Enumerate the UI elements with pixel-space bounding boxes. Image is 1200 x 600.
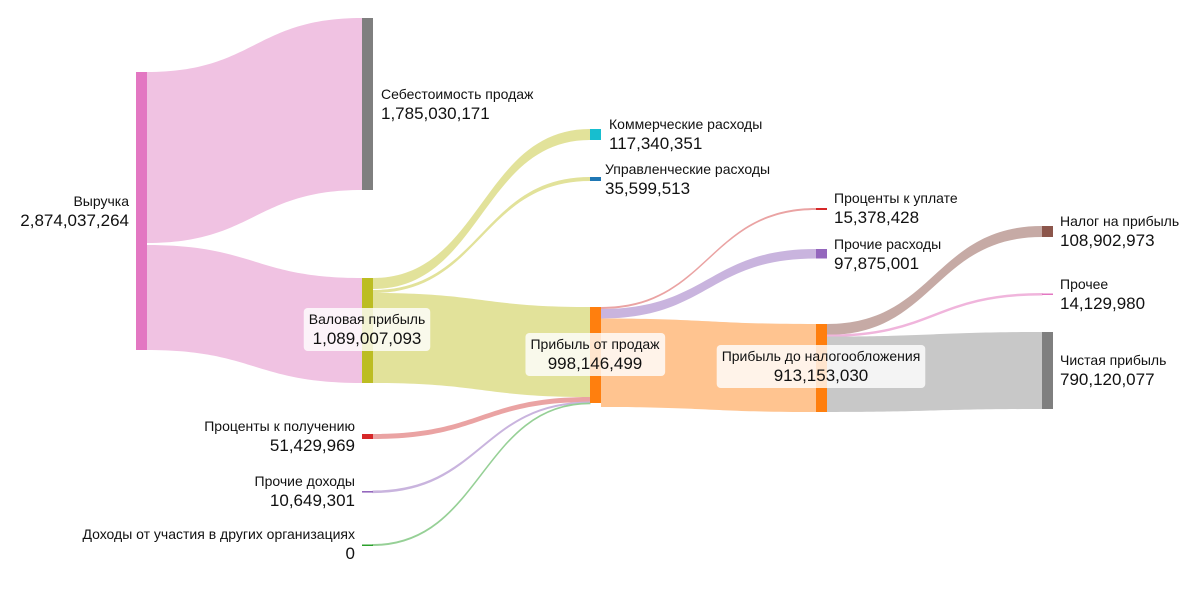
node-value-other_exp: 97,875,001 [834,254,919,273]
node-value-ebt: 913,153,030 [774,366,869,385]
node-participation [362,544,373,546]
labels-layer: Выручка 2,874,037,264 Себестоимость продаж… [20,86,1179,563]
label-participation: Доходы от участия в других организациях 0 [82,526,355,563]
label-other_exp: Прочие расходы 97,875,001 [834,236,941,273]
node-cogs [362,18,373,190]
node-name-other_inc: Прочие доходы [255,473,355,489]
label-box-gross [303,308,431,351]
node-revenue [136,72,147,350]
node-value-net: 790,120,077 [1060,370,1155,389]
node-value-int_recv: 51,429,969 [270,436,355,455]
label-box-ebt [716,345,926,388]
node-name-admin: Управленческие расходы [605,161,770,177]
node-int_pay [816,208,827,210]
link-gross-to-admin [373,177,590,293]
node-other_exp [816,249,827,259]
label-int_recv: Проценты к получению 51,429,969 [204,418,355,455]
link-ebt-to-tax [827,226,1042,335]
node-name-ebt: Прибыль до налогообложения [722,348,921,364]
node-value-other: 14,129,980 [1060,294,1145,313]
node-name-net: Чистая прибыль [1060,352,1166,368]
node-net [1042,332,1053,409]
node-name-participation: Доходы от участия в других организациях [82,526,355,542]
node-name-sales_profit: Прибыль от продаж [530,336,660,352]
node-name-other: Прочее [1060,276,1108,292]
node-admin [590,177,601,181]
node-value-other_inc: 10,649,301 [270,491,355,510]
label-tax: Налог на прибыль 108,902,973 [1060,213,1179,250]
link-int_recv-to-sales_profit [373,397,590,439]
node-value-commercial: 117,340,351 [609,134,702,153]
link-sales_profit-to-other_exp [601,249,816,319]
link-sales_profit-to-int_pay [601,208,816,309]
node-value-revenue: 2,874,037,264 [20,211,129,230]
node-name-commercial: Коммерческие расходы [609,116,762,132]
node-name-int_recv: Проценты к получению [204,418,355,434]
label-sales_profit: Прибыль от продаж 998,146,499 [525,333,666,376]
label-other_inc: Прочие доходы 10,649,301 [255,473,355,510]
node-name-cogs: Себестоимость продаж [381,86,534,102]
node-value-tax: 108,902,973 [1060,231,1155,250]
node-name-gross: Валовая прибыль [309,311,426,327]
link-participation-to-sales_profit [372,402,591,547]
label-net: Чистая прибыль 790,120,077 [1060,352,1166,389]
label-ebt: Прибыль до налогообложения 913,153,030 [716,345,926,388]
label-other: Прочее 14,129,980 [1060,276,1145,313]
label-int_pay: Проценты к уплате 15,378,428 [834,190,958,227]
link-revenue-to-cogs [147,18,362,243]
node-tax [1042,226,1053,237]
links-layer [147,18,1043,547]
node-name-int_pay: Проценты к уплате [834,190,958,206]
link-gross-to-commercial [373,129,590,289]
node-value-sales_profit: 998,146,499 [548,354,643,373]
node-value-admin: 35,599,513 [605,179,690,198]
node-commercial [590,129,601,140]
node-int_recv [362,434,373,439]
label-box-sales_profit [525,333,666,376]
label-admin: Управленческие расходы 35,599,513 [605,161,770,198]
node-value-cogs: 1,785,030,171 [381,104,490,123]
node-name-other_exp: Прочие расходы [834,236,941,252]
label-revenue: Выручка 2,874,037,264 [20,193,129,230]
label-cogs: Себестоимость продаж 1,785,030,171 [381,86,534,123]
node-value-participation: 0 [346,544,355,563]
node-value-gross: 1,089,007,093 [313,329,422,348]
label-commercial: Коммерческие расходы 117,340,351 [609,116,762,153]
node-other_inc [362,491,373,493]
label-gross: Валовая прибыль 1,089,007,093 [303,308,431,351]
node-name-tax: Налог на прибыль [1060,213,1179,229]
node-other [1042,293,1053,295]
node-name-revenue: Выручка [73,193,129,209]
node-value-int_pay: 15,378,428 [834,208,919,227]
